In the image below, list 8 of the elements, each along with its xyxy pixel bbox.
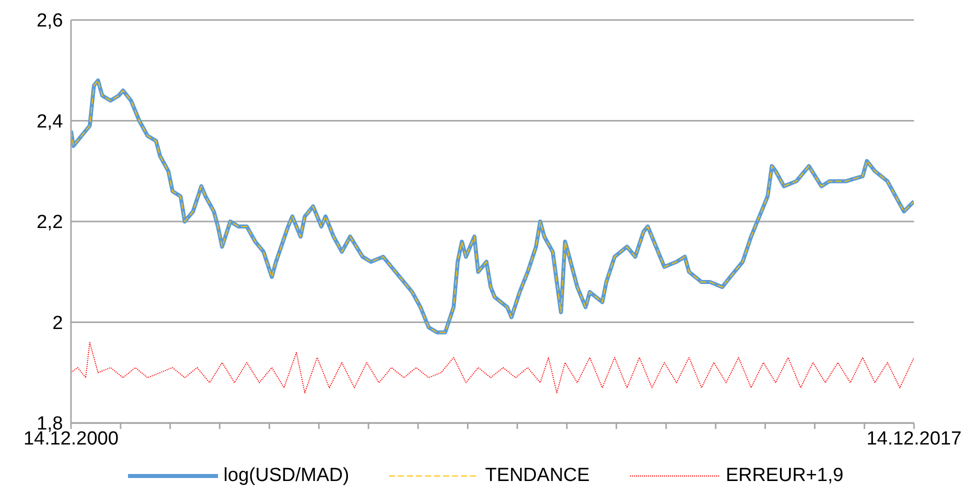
x-tick-label: 14.12.2017 (866, 428, 962, 450)
legend-label: log(USD/MAD) (224, 465, 350, 487)
legend-label: TENDANCE (485, 465, 590, 487)
y-tick-label: 2,6 (36, 10, 63, 32)
y-tick-label: 2,2 (36, 212, 63, 234)
legend-label: ERREUR+1,9 (726, 465, 844, 487)
y-tick-label: 2,4 (36, 111, 64, 132)
y-tick-label: 2 (52, 312, 63, 334)
